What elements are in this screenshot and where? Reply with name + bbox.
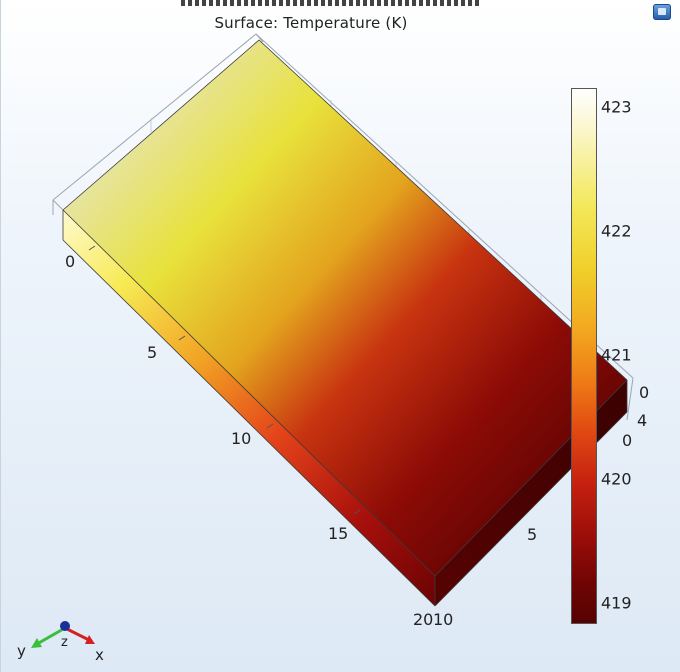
legend-tick-423: 423 — [601, 97, 632, 117]
triad-z-axis-dot — [60, 621, 70, 631]
y-tick-15: 15 — [328, 524, 348, 543]
x-tick-0: 0 — [622, 431, 632, 450]
y-tick-20: 20 — [413, 610, 433, 629]
color-legend-bar — [571, 88, 597, 624]
z-tick-0: 0 — [639, 383, 649, 402]
plot-title: Surface: Temperature (K) — [214, 14, 408, 32]
bounding-box — [52, 33, 634, 421]
triad-y-arrow-icon — [31, 638, 42, 648]
axis-triad: y z x — [17, 621, 104, 664]
legend-tick-421: 421 — [601, 345, 632, 365]
triad-y-axis — [36, 626, 66, 646]
legend-tick-419: 419 — [601, 593, 632, 613]
x-tick-5: 5 — [527, 525, 537, 544]
legend-tick-420: 420 — [601, 469, 632, 489]
side-surface — [63, 210, 435, 606]
legend-tick-422: 422 — [601, 221, 632, 241]
x-tick-10: 10 — [433, 610, 453, 629]
y-axis-ticks — [88, 245, 361, 515]
triad-z-label: z — [61, 635, 68, 650]
top-surface — [63, 40, 627, 576]
triad-x-arrow-icon — [85, 635, 95, 644]
triad-x-label: x — [95, 646, 104, 664]
y-tick-5: 5 — [147, 343, 157, 362]
y-tick-0: 0 — [65, 252, 75, 271]
camera-view-icon[interactable] — [653, 4, 671, 20]
y-tick-10: 10 — [231, 429, 251, 448]
title-artifact-strip — [181, 0, 481, 6]
z-tick-4: 4 — [637, 411, 647, 430]
triad-x-axis — [64, 626, 90, 642]
triad-y-label: y — [17, 642, 26, 660]
